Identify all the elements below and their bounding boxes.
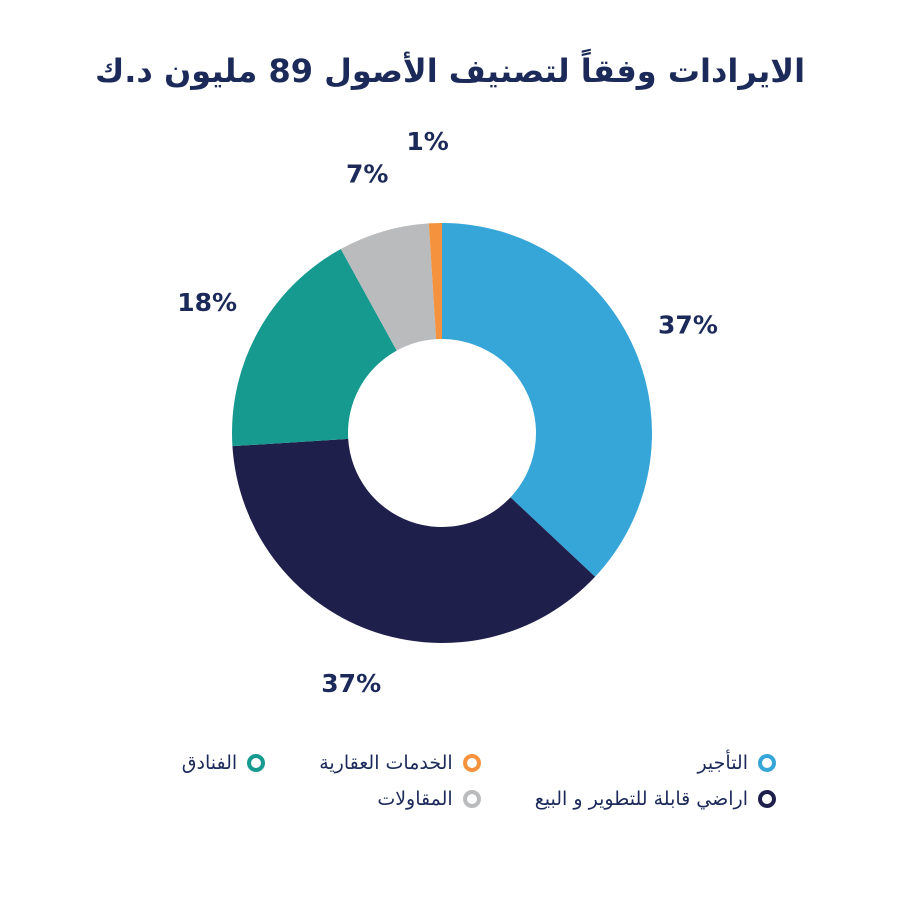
legend-marker-icon	[247, 754, 266, 772]
legend-item-leasing: التأجير	[535, 752, 776, 774]
donut-slice-leasing	[442, 223, 653, 577]
legend-label: الفنادق	[181, 752, 238, 774]
donut-slice-contracting	[340, 223, 437, 351]
legend-item-real-estate-services: الخدمات العقارية	[319, 752, 481, 774]
donut-slice-real-estate-services	[428, 223, 442, 340]
legend-label: التأجير	[697, 752, 748, 774]
legend-item-hotels: الفنادق	[181, 752, 266, 774]
slice-label-land-development: 37%	[321, 669, 381, 698]
slice-label-leasing: 37%	[658, 311, 718, 340]
legend: التأجير الخدمات العقارية الفنادق اراضي ق…	[182, 752, 776, 810]
legend-marker-icon	[758, 790, 776, 808]
donut-slices	[232, 223, 653, 643]
legend-label: اراضي قابلة للتطوير و البيع	[534, 788, 748, 810]
legend-marker-icon	[462, 754, 481, 772]
legend-item-land-development: اراضي قابلة للتطوير و البيع	[535, 788, 776, 810]
legend-marker-icon	[758, 754, 776, 772]
donut-slice-hotels	[232, 248, 397, 447]
slice-label-contracting: 7%	[346, 160, 388, 189]
slice-labels: 37% 37% 18% 7% 1%	[177, 127, 718, 698]
donut-slice-land-development	[232, 438, 596, 643]
legend-item-contracting: المقاولات	[319, 788, 481, 810]
slice-label-hotels: 18%	[177, 288, 237, 317]
legend-label: الخدمات العقارية	[319, 752, 453, 774]
slice-label-real-estate-services: 1%	[406, 127, 448, 156]
chart-title: الايرادات وفقاً لتصنيف الأصول 89 مليون د…	[94, 52, 806, 90]
legend-marker-icon	[462, 790, 481, 808]
legend-label: المقاولات	[377, 788, 453, 810]
